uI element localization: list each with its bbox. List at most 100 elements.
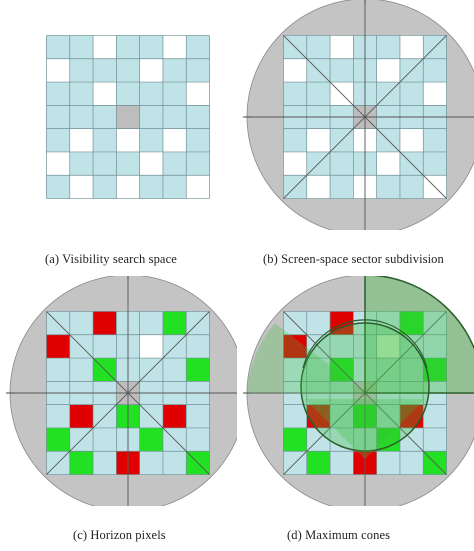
visibility-search-space-diagram bbox=[46, 35, 210, 199]
sector-axes bbox=[10, 276, 237, 506]
grid-cell bbox=[93, 334, 117, 359]
grid-cell bbox=[69, 358, 94, 382]
maximum-cones-diagram bbox=[243, 276, 474, 506]
grid-cell bbox=[162, 58, 187, 83]
grid-cell bbox=[139, 58, 163, 83]
grid-cell bbox=[376, 451, 400, 475]
grid-cell bbox=[139, 35, 163, 59]
max-cone-lower bbox=[305, 399, 425, 459]
grid-cell bbox=[186, 404, 210, 428]
grid-cell bbox=[139, 311, 163, 335]
grid-cell bbox=[399, 451, 424, 475]
grid-cell bbox=[162, 358, 187, 382]
caption-d: (d) Maximum cones bbox=[287, 528, 391, 542]
grid-lines bbox=[46, 35, 210, 199]
caption-b: (b) Screen-space sector subdivision bbox=[263, 252, 444, 266]
grid-cell bbox=[376, 311, 400, 335]
grid-cell bbox=[423, 151, 447, 176]
grid-cell bbox=[306, 35, 331, 59]
grid-cell bbox=[116, 151, 140, 176]
grid-cell bbox=[376, 58, 400, 83]
grid-cell bbox=[283, 128, 307, 152]
grid-cell bbox=[423, 82, 447, 106]
grid-cell bbox=[423, 128, 447, 152]
grid-cell bbox=[423, 404, 447, 428]
grid-cell bbox=[139, 82, 163, 106]
grid-cell bbox=[93, 175, 117, 199]
horizon-pixels-diagram bbox=[6, 276, 237, 506]
grid-cell bbox=[330, 334, 354, 359]
grid-cell bbox=[186, 35, 210, 59]
grid-cell bbox=[399, 311, 424, 335]
grid-cell bbox=[69, 404, 94, 428]
grid-cell bbox=[186, 175, 210, 199]
grid-cell bbox=[330, 58, 354, 83]
grid-cell bbox=[69, 82, 94, 106]
grid-cell bbox=[399, 82, 424, 106]
grid-cell bbox=[162, 82, 187, 106]
grid-cell bbox=[283, 151, 307, 176]
grid-cell bbox=[116, 58, 140, 83]
grid-cell bbox=[306, 311, 331, 335]
cone-arc bbox=[302, 319, 428, 369]
grid-cell bbox=[46, 151, 70, 176]
grid-cell bbox=[376, 175, 400, 199]
grid-cell bbox=[116, 105, 140, 129]
grid-cell bbox=[330, 451, 354, 475]
grid-cell bbox=[186, 334, 210, 359]
panel-a bbox=[0, 0, 237, 230]
grid-cell bbox=[330, 151, 354, 176]
grid-cell bbox=[283, 334, 307, 359]
panel-b bbox=[237, 0, 474, 230]
grid-cell bbox=[116, 128, 140, 152]
grid-cell bbox=[162, 451, 187, 475]
grid-cell bbox=[93, 82, 117, 106]
grid-cell bbox=[93, 311, 117, 335]
grid-cell bbox=[186, 358, 210, 382]
grid-cell bbox=[69, 58, 94, 83]
grid-cell bbox=[376, 35, 400, 59]
grid-cell bbox=[283, 82, 307, 106]
grid-cell bbox=[93, 128, 117, 152]
grid-cell bbox=[139, 175, 163, 199]
grid-cell bbox=[283, 427, 307, 452]
grid-cell bbox=[93, 58, 117, 83]
grid-cell bbox=[162, 151, 187, 176]
diagonal-2 bbox=[283, 35, 447, 199]
grid-cell bbox=[186, 427, 210, 452]
grid-cell bbox=[93, 151, 117, 176]
grid-cell bbox=[69, 311, 94, 335]
diagonal-2 bbox=[46, 311, 210, 475]
grid-cell bbox=[46, 35, 70, 59]
grid-cell bbox=[186, 105, 210, 129]
grid-cell bbox=[93, 451, 117, 475]
grid-cell bbox=[306, 358, 331, 382]
grid-cell bbox=[46, 334, 70, 359]
grid-cell bbox=[93, 105, 117, 129]
grid-cell bbox=[116, 82, 140, 106]
grid-cell bbox=[139, 334, 163, 359]
grid-cell bbox=[139, 105, 163, 129]
grid-cell bbox=[399, 35, 424, 59]
grid-cell bbox=[162, 35, 187, 59]
grid-cell bbox=[162, 311, 187, 335]
grid-cell bbox=[330, 35, 354, 59]
grid-cell bbox=[399, 358, 424, 382]
grid-cell bbox=[186, 128, 210, 152]
grid-cell bbox=[162, 175, 187, 199]
grid-cell bbox=[46, 58, 70, 83]
grid-cell bbox=[139, 128, 163, 152]
grid-cell bbox=[399, 175, 424, 199]
grid-cell bbox=[69, 175, 94, 199]
grid-cell bbox=[283, 404, 307, 428]
grid-cell bbox=[46, 358, 70, 382]
grid-cell bbox=[69, 151, 94, 176]
grid-cell bbox=[306, 175, 331, 199]
grid-cell bbox=[283, 58, 307, 83]
grid-cell bbox=[69, 105, 94, 129]
grid-cell bbox=[376, 334, 400, 359]
grid-cell bbox=[423, 358, 447, 382]
panel-d bbox=[237, 276, 474, 506]
grid-cell bbox=[93, 35, 117, 59]
grid-cell bbox=[283, 358, 307, 382]
